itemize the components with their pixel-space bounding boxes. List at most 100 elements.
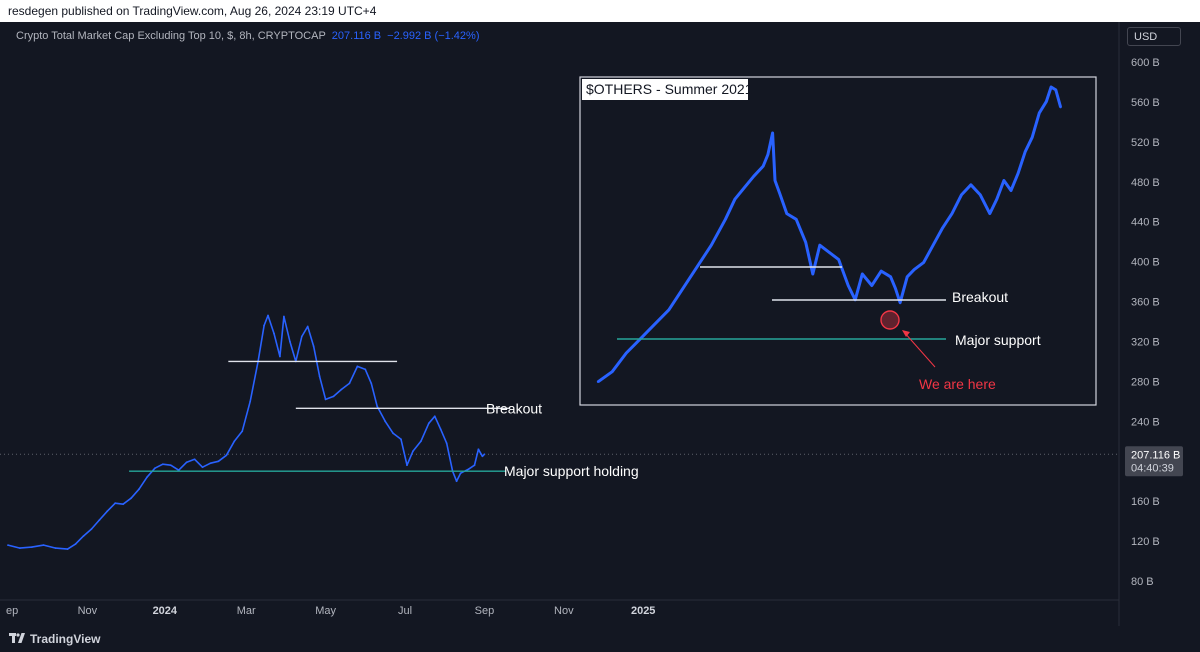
inset-data-point <box>1045 100 1048 103</box>
inset-data-point <box>681 287 685 290</box>
breakout-label: Breakout <box>486 400 542 416</box>
inset-data-point <box>861 272 864 276</box>
inset-data-point <box>778 192 781 195</box>
y-tick-label: 480 B <box>1131 177 1160 189</box>
inset-data-point <box>1049 85 1053 89</box>
inset-data-point <box>1009 189 1013 192</box>
data-point <box>419 440 422 443</box>
inset-data-point <box>931 243 935 247</box>
symbol-legend[interactable]: Crypto Total Market Cap Excluding Top 10… <box>16 30 479 42</box>
published-header: resdegen published on TradingView.com, A… <box>0 0 1200 22</box>
data-point <box>138 488 140 491</box>
last-price-box <box>1125 446 1183 477</box>
data-point <box>356 365 359 368</box>
publish-line: resdegen published on TradingView.com, A… <box>8 4 377 18</box>
inset-data-point <box>785 212 788 215</box>
data-point <box>146 476 148 479</box>
data-point <box>249 400 252 403</box>
data-point <box>412 450 414 453</box>
data-point <box>400 438 402 441</box>
we-are-here-label: We are here <box>919 376 996 392</box>
data-point <box>7 544 9 546</box>
inset-data-point <box>667 308 670 312</box>
inset-data-point <box>1016 172 1020 175</box>
inset-data-point <box>1059 105 1062 109</box>
data-point <box>392 432 394 435</box>
y-tick-label: 160 B <box>1131 496 1160 508</box>
arrow-head-icon <box>902 330 910 337</box>
y-tick-label: 440 B <box>1131 217 1160 229</box>
inset-data-point <box>828 251 831 254</box>
inset-data-point <box>1031 136 1034 139</box>
data-point <box>130 497 132 500</box>
inset-data-point <box>710 243 713 247</box>
data-point <box>267 314 269 317</box>
last-price: 207.116 B <box>331 30 382 42</box>
data-point <box>445 442 448 445</box>
data-point <box>209 462 212 465</box>
inset-data-point <box>880 269 883 273</box>
x-tick-label: ep <box>6 605 18 617</box>
data-point <box>241 430 244 433</box>
x-tick-label: 2025 <box>631 605 655 617</box>
inset-data-point <box>846 284 850 287</box>
y-tick-label: 600 B <box>1131 57 1160 69</box>
inset-data-point <box>766 153 770 156</box>
inset-data-point <box>1038 111 1041 115</box>
y-tick-label: 560 B <box>1131 97 1160 109</box>
inset-data-point <box>905 275 909 279</box>
data-point <box>279 355 281 358</box>
inset-data-point <box>922 261 925 264</box>
inset-data-point <box>889 275 892 279</box>
x-tick-label: Mar <box>237 605 256 617</box>
data-point <box>481 455 484 458</box>
data-point <box>370 382 373 385</box>
data-point <box>114 502 117 505</box>
data-point <box>455 480 458 483</box>
footer-brand: TradingView <box>30 632 101 646</box>
data-point <box>376 405 379 408</box>
data-point <box>90 528 93 531</box>
inset-data-point <box>1054 88 1058 92</box>
x-tick-label: 2024 <box>153 605 178 617</box>
price-change: −2.992 B (−1.42%) <box>387 30 480 42</box>
inset-title-bg <box>582 79 748 100</box>
data-point <box>477 448 480 451</box>
data-point <box>153 467 156 470</box>
inset-data-point <box>969 183 973 186</box>
data-point <box>288 340 291 343</box>
inset-data-point <box>752 174 755 178</box>
major-support-holding-label: Major support holding <box>504 463 639 479</box>
data-point <box>467 468 470 471</box>
data-point <box>459 472 462 475</box>
currency-button[interactable]: USD <box>1127 27 1181 46</box>
y-tick-label: 240 B <box>1131 416 1160 428</box>
inset-data-point <box>811 272 814 276</box>
inset-data-point <box>695 265 699 268</box>
y-tick-label: 120 B <box>1131 536 1160 548</box>
y-tick-label: 80 B <box>1131 576 1154 588</box>
data-point <box>42 544 45 546</box>
series-line <box>7 314 485 550</box>
x-tick-label: May <box>315 605 336 617</box>
data-point <box>122 503 125 506</box>
y-tick-label: 400 B <box>1131 257 1160 269</box>
data-point <box>19 547 21 549</box>
inset-data-point <box>733 197 737 201</box>
inset-data-point <box>870 284 873 287</box>
inset-panel: $OTHERS - Summer 2021 Breakout Major suppo… <box>579 76 1097 406</box>
inset-data-point <box>610 370 614 373</box>
inset-data-point <box>773 179 777 182</box>
footer: TradingView <box>0 626 1200 652</box>
data-point <box>169 464 172 467</box>
data-point <box>433 415 436 418</box>
we-are-here-arrow <box>903 331 936 368</box>
data-point <box>30 546 33 548</box>
inset-data-point <box>724 218 727 221</box>
data-point <box>201 466 204 469</box>
inset-major-support-label: Major support <box>955 332 1041 348</box>
inset-data-point <box>762 164 765 168</box>
inset-data-point <box>913 268 916 271</box>
inset-data-point <box>837 258 840 261</box>
